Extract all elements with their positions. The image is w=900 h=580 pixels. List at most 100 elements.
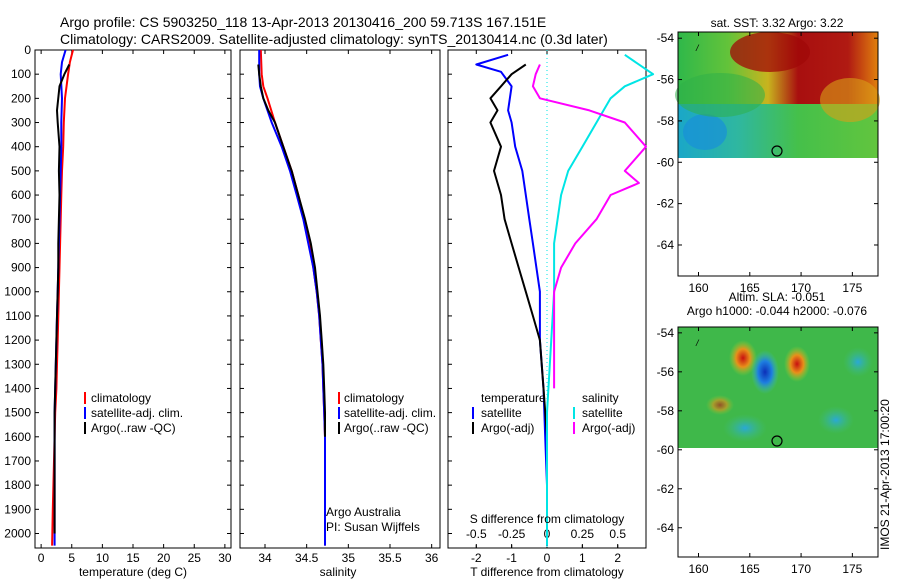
difference-legend: temperature satellite Argo(-adj) salinit… [472,391,635,435]
salinity-depth-ticks [240,49,244,534]
map-xtick-label: 170 [791,281,811,295]
legend-label-climatology: climatology [91,391,151,405]
xtick-label: 0 [38,551,45,565]
map-ytick-label: -56 [657,365,675,379]
ytick-label: 2000 [4,526,31,540]
xtick-label: 30 [218,551,232,565]
map-ytick-label: -54 [657,326,675,340]
ytick-label: 1500 [4,406,31,420]
map-ytick-label: -60 [657,443,675,457]
series-line-argo-raw-qc- [53,64,71,534]
xtick-top-label: 0.25 [571,527,595,541]
xtick-label: 36 [425,551,439,565]
sla-map-title: Altim. SLA: -0.051 [729,290,826,304]
difference-xlabel-top: S difference from climatology [470,512,625,526]
sla-no-data [678,448,878,557]
map-ytick-label: -62 [657,482,675,496]
depth-axis: 0 100 200 300 400 500 600 700 800 900 1000 1100 1200… [4,43,231,540]
map-xtick-label: 165 [740,281,760,295]
salinity-xlabel: salinity [320,565,357,579]
xtick-label: 25 [188,551,202,565]
salinity-series [257,49,326,546]
sla-high-south [706,395,734,415]
map-ytick-label: -62 [657,197,675,211]
series-line-salinity-argo-adj- [531,64,647,389]
sst-warm-core [730,32,810,72]
xtick-top-label: -0.25 [498,527,526,541]
xtick-label: 35.5 [378,551,402,565]
series-line-temperature-argo-adj- [489,63,548,534]
legend-title-temperature: temperature [481,391,546,405]
map-ytick-label: -60 [657,155,675,169]
sst-map-panel: sat. SST: 3.32 Argo: 3.22 / 160 165 170 175… [657,16,880,295]
ytick-label: 1100 [5,309,31,323]
sst-warm-east [820,78,880,122]
series-line-satellite-adj-clim- [258,50,326,546]
temperature-series [51,49,74,546]
sla-map-axes: 160 165 170 175 -54 -56 -58 -60 -62 -64 [657,326,878,576]
credit-timestamp: IMOS 21-Apr-2013 17:00:20 [878,399,892,550]
map-ytick-label: -64 [657,521,675,535]
sst-no-data [678,158,878,276]
xtick-top-label: 0.5 [609,527,626,541]
sst-map-title: sat. SST: 3.32 Argo: 3.22 [711,16,844,30]
sla-low-east [843,347,873,377]
legend-label-argo: Argo(..raw -QC) [91,421,176,435]
legend-label-sal-satellite: satellite [582,406,623,420]
sla-low-south [723,414,767,442]
series-line-climatology [259,49,326,546]
figure-title-line2: Climatology: CARS2009. Satellite-adjuste… [60,31,608,47]
xtick-label: 20 [157,551,171,565]
xtick-label: 10 [96,551,110,565]
legend-label-satellite: satellite-adj. clim. [91,406,183,420]
salinity-panel: 34 34.5 35 35.5 36 salinity climatology sate… [239,49,441,579]
sla-low-southeast [818,406,854,434]
sla-map-panel: Altim. SLA: -0.051 Argo h1000: -0.044 h2… [657,290,879,576]
ytick-label: 900 [11,261,31,275]
xtick-label: 34 [258,551,272,565]
ytick-label: 1200 [4,333,31,347]
xtick-label: 0 [544,551,551,565]
ytick-label: 300 [11,116,31,130]
xtick-label: -1 [506,551,517,565]
ytick-label: 1800 [4,478,31,492]
map-ytick-label: -64 [657,238,675,252]
legend-label-climatology: climatology [344,391,404,405]
sla-map-marker-tick: / [695,338,700,348]
ytick-label: 700 [11,212,31,226]
annotation-argo-australia: Argo Australia [326,505,401,519]
difference-xlabel: T difference from climatology [470,565,624,579]
difference-depth-ticks [448,49,452,534]
map-ytick-label: -54 [657,31,675,45]
legend-label-temp-satellite: satellite [481,406,522,420]
xtick-label: 2 [614,551,621,565]
xtick-label: 35 [342,551,356,565]
legend-label-argo: Argo(..raw -QC) [344,421,429,435]
ytick-label: 1400 [4,381,31,395]
xtick-label: 5 [68,551,75,565]
ytick-label: 0 [24,43,31,57]
legend-title-salinity: salinity [582,391,619,405]
xtick-label: 15 [126,551,140,565]
sst-map-marker-tick: / [695,43,700,53]
map-ytick-label: -56 [657,73,675,87]
sst-cold-patch [683,114,727,150]
map-xtick-label: 175 [842,281,862,295]
xtick-label: -2 [471,551,482,565]
temperature-x-axis: 0 5 10 15 20 25 30 [38,50,232,565]
argo-location-marker [771,435,783,447]
sst-map-frame [677,31,879,277]
ytick-label: 1900 [4,502,31,516]
map-xtick-label: 165 [740,562,760,576]
legend-label-satellite: satellite-adj. clim. [344,406,436,420]
map-xtick-label: 160 [688,562,708,576]
ytick-label: 200 [11,91,31,105]
annotation-pi: PI: Susan Wijffels [326,520,420,534]
temperature-legend: climatology satellite-adj. clim. Argo(..… [84,391,183,435]
ytick-label: 1000 [4,285,31,299]
series-line-temperature-satellite [475,53,548,546]
salinity-frame [239,49,441,549]
ytick-label: 1600 [4,430,31,444]
